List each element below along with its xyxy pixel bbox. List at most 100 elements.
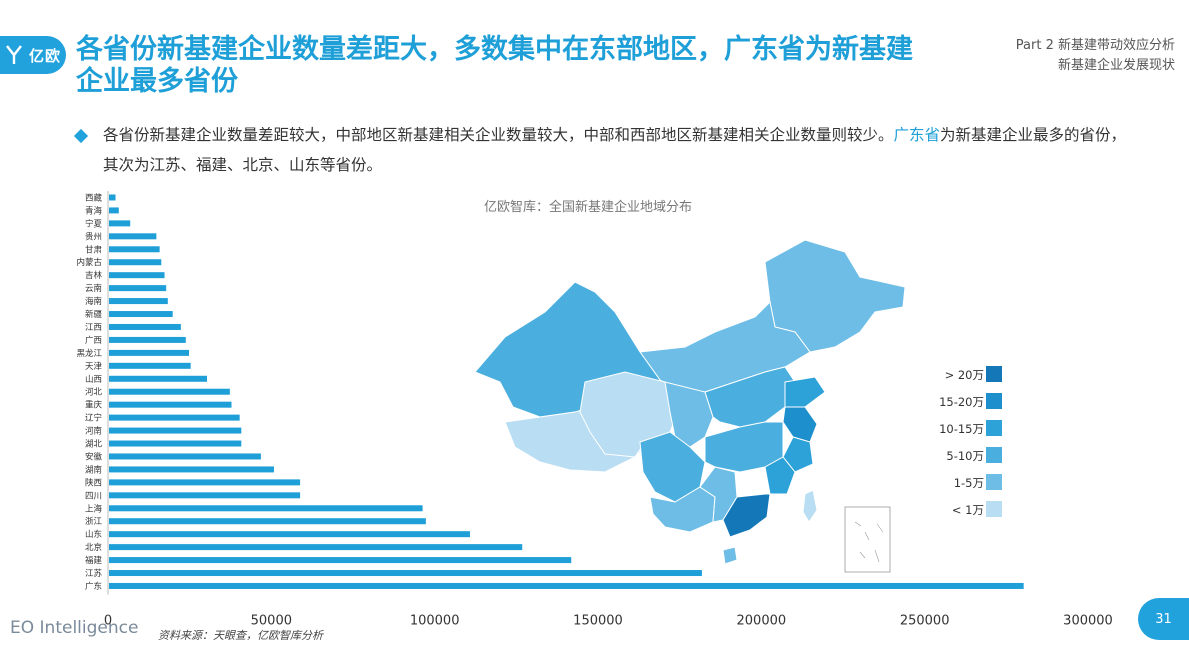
bar [109, 207, 119, 214]
legend-label: 10-15万 [939, 422, 984, 436]
category-label: 重庆 [85, 400, 103, 411]
logo-badge: 亿欧 [0, 36, 66, 74]
category-label: 甘肃 [85, 244, 103, 255]
bullet-text-after: 为新基建企业最多的省份，其次为江苏、福建、北京、山东等省份。 [103, 126, 1127, 174]
category-label: 海南 [85, 296, 102, 307]
logo-text: 亿欧 [28, 46, 61, 65]
bar [109, 220, 131, 227]
logo-icon [6, 45, 22, 64]
x-tick-label: 200000 [737, 613, 787, 628]
bar [109, 349, 190, 356]
map-title: 亿欧智库：全国新基建企业地域分布 [484, 200, 693, 215]
legend-swatch [986, 501, 1002, 517]
legend-item: > 20万 [930, 366, 1002, 384]
bar [109, 557, 572, 564]
bar [109, 311, 173, 318]
legend-item: 5-10万 [930, 447, 1002, 465]
bar [109, 518, 426, 525]
legend-label: 15-20万 [939, 395, 984, 409]
category-label: 贵州 [85, 231, 102, 242]
x-tick-label: 250000 [900, 613, 950, 628]
category-label: 浙江 [85, 516, 103, 527]
x-tick-label: 50000 [251, 613, 292, 628]
bullet-text-before: 各省份新基建企业数量差距较大，中部地区新基建相关企业数量较大，中部和西部地区新基… [103, 126, 894, 144]
bar [109, 466, 274, 473]
map-region-fujian [764, 456, 796, 495]
bar [109, 285, 167, 292]
category-label: 宁夏 [85, 218, 103, 229]
bar [109, 401, 232, 408]
bar [109, 272, 165, 279]
legend-item: 10-15万 [930, 420, 1002, 438]
bar [109, 414, 240, 421]
footer-brand: EO Intelligence [10, 618, 139, 638]
bullet-highlight: 广东省 [893, 126, 941, 144]
category-label: 西藏 [85, 192, 103, 203]
map-region-guangdong [722, 493, 771, 538]
section-label: Part 2 新基建带动效应分析 新基建企业发展现状 [1016, 36, 1175, 76]
bar [109, 479, 301, 486]
category-label: 上海 [85, 503, 103, 514]
category-label: 四川 [85, 491, 102, 501]
part-line-2: 新基建企业发展现状 [1057, 58, 1175, 73]
category-label: 新疆 [85, 309, 103, 320]
legend-label: 1-5万 [953, 476, 984, 490]
china-map [474, 239, 906, 573]
map-region-taiwan [802, 489, 818, 523]
x-tick-label: 150000 [573, 613, 623, 628]
map-region-shandong [784, 376, 826, 408]
map-region-hainan [722, 546, 738, 565]
legend-label: < 1万 [951, 503, 984, 517]
bar [109, 582, 1024, 589]
legend-label: 5-10万 [946, 449, 984, 463]
bar [109, 233, 157, 240]
category-label: 广东 [85, 581, 102, 592]
part-line-1: Part 2 新基建带动效应分析 [1015, 38, 1175, 53]
bar [109, 194, 116, 201]
category-label: 天津 [85, 361, 103, 372]
category-label: 陕西 [85, 477, 102, 488]
category-label: 福建 [85, 555, 103, 566]
legend-swatch [986, 447, 1002, 463]
category-label: 辽宁 [85, 413, 102, 424]
legend-item: < 1万 [930, 501, 1002, 519]
south-china-sea-islands [854, 521, 884, 563]
page-number: 31 [1138, 598, 1189, 640]
legend-item: 1-5万 [930, 474, 1002, 492]
legend-swatch [986, 474, 1002, 490]
category-label: 湖南 [85, 464, 102, 475]
bar [109, 505, 423, 512]
category-label: 吉林 [85, 270, 103, 281]
category-label: 内蒙古 [76, 257, 102, 268]
bar [109, 427, 242, 434]
source-note: 资料来源：天眼查，亿欧智库分析 [158, 629, 323, 642]
x-tick-label: 100000 [410, 613, 460, 628]
bar [109, 298, 168, 305]
category-label: 湖北 [85, 440, 103, 450]
map-region-zhejiang [782, 436, 814, 473]
category-label: 黑龙江 [76, 348, 102, 359]
category-label: 河南 [85, 426, 102, 437]
bar [109, 544, 523, 551]
bar [109, 492, 301, 499]
category-label: 安徽 [85, 451, 103, 462]
category-label: 云南 [85, 283, 102, 294]
category-label: 江苏 [85, 568, 103, 579]
page-title: 各省份新基建企业数量差距大，多数集中在东部地区，广东省为新基建企业最多省份 [76, 34, 913, 97]
legend-label: > 20万 [944, 368, 984, 382]
bar [109, 336, 186, 343]
bar-chart: 西藏青海宁夏贵州甘肃内蒙古吉林云南海南新疆江西广西黑龙江天津山西河北重庆辽宁河南… [76, 191, 1113, 628]
category-label: 北京 [85, 542, 102, 553]
category-label: 广西 [85, 335, 102, 346]
x-tick-label: 0 [104, 613, 112, 628]
south-china-sea-inset [844, 506, 891, 573]
bar [109, 531, 470, 538]
category-label: 江西 [85, 323, 102, 333]
diamond-bullet-icon [73, 128, 89, 144]
legend-item: 15-20万 [930, 393, 1002, 411]
legend-swatch [986, 393, 1002, 409]
bar [109, 453, 261, 460]
bar [109, 388, 230, 395]
bar [109, 323, 181, 330]
legend-swatch [986, 420, 1002, 436]
